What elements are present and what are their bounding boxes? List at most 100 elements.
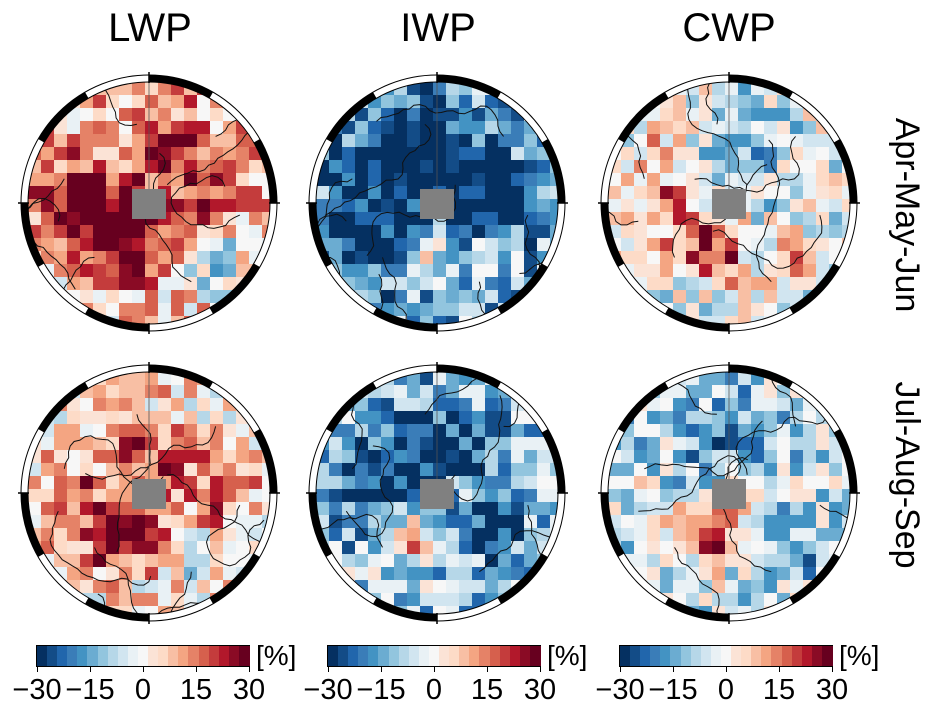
- anomaly-cell: [407, 199, 421, 213]
- anomaly-cell: [751, 277, 765, 291]
- anomaly-cell: [459, 147, 473, 161]
- colorbar-swatch: [148, 646, 159, 666]
- anomaly-cell: [777, 398, 791, 412]
- anomaly-cell: [699, 147, 713, 161]
- anomaly-cell: [119, 528, 133, 542]
- anomaly-cell: [498, 502, 512, 516]
- anomaly-cell: [842, 173, 850, 187]
- anomaly-cell: [329, 251, 343, 265]
- anomaly-cell: [93, 238, 107, 252]
- anomaly-cell: [472, 489, 486, 503]
- anomaly-cell: [355, 212, 369, 226]
- anomaly-cell: [407, 515, 421, 529]
- coastline: [720, 456, 772, 573]
- anomaly-cell: [634, 528, 648, 542]
- anomaly-cell: [446, 437, 460, 451]
- anomaly-cell: [329, 437, 343, 451]
- anomaly-cell: [660, 290, 674, 304]
- frame-segment: [85, 307, 150, 331]
- anomaly-cell: [249, 225, 263, 239]
- anomaly-cell: [368, 515, 382, 529]
- anomaly-cell: [524, 225, 538, 239]
- anomaly-cell: [197, 411, 211, 425]
- anomaly-cell: [647, 463, 661, 477]
- anomaly-cell: [67, 186, 81, 200]
- anomaly-cell: [511, 121, 525, 135]
- anomaly-cell: [472, 173, 486, 187]
- anomaly-cell: [829, 476, 843, 490]
- anomaly-cell: [660, 225, 674, 239]
- anomaly-cell: [498, 225, 512, 239]
- anomaly-cell: [634, 541, 648, 555]
- anomaly-cell: [158, 385, 172, 399]
- anomaly-cell: [368, 225, 382, 239]
- anomaly-cell: [699, 212, 713, 226]
- anomaly-cell: [171, 134, 185, 148]
- anomaly-cell: [751, 554, 765, 568]
- anomaly-cell: [316, 476, 330, 490]
- anomaly-cell: [660, 186, 674, 200]
- coastline: [28, 197, 61, 288]
- anomaly-cell: [673, 437, 687, 451]
- anomaly-cell: [790, 567, 804, 581]
- anomaly-cell: [485, 541, 499, 555]
- anomaly-cell: [132, 385, 146, 399]
- anomaly-cell: [368, 251, 382, 265]
- anomaly-cell: [394, 212, 408, 226]
- anomaly-cell: [699, 199, 713, 213]
- anomaly-cell: [80, 108, 94, 122]
- anomaly-cell: [621, 160, 635, 174]
- anomaly-cell: [171, 515, 185, 529]
- anomaly-cell: [355, 82, 369, 96]
- anomaly-cell: [712, 303, 726, 317]
- anomaly-cell: [764, 108, 778, 122]
- colorbar-swatch: [479, 646, 491, 666]
- anomaly-cell: [184, 290, 198, 304]
- anomaly-cell: [93, 95, 107, 109]
- anomaly-cell: [764, 450, 778, 464]
- anomaly-cell: [67, 173, 81, 187]
- anomaly-cell: [537, 212, 551, 226]
- anomaly-cell: [712, 554, 726, 568]
- anomaly-cell: [93, 476, 107, 490]
- anomaly-cell: [485, 290, 499, 304]
- anomaly-cell: [106, 121, 120, 135]
- anomaly-cell: [420, 95, 434, 109]
- anomaly-cell: [54, 489, 68, 503]
- anomaly-cell: [738, 580, 752, 594]
- colorbar-swatch: [489, 646, 501, 666]
- anomaly-cell: [342, 463, 356, 477]
- anomaly-cell: [132, 277, 146, 291]
- anomaly-cell: [184, 108, 198, 122]
- anomaly-cell: [158, 593, 172, 607]
- anomaly-cell: [472, 450, 486, 464]
- anomaly-cell: [41, 450, 55, 464]
- anomaly-cell: [485, 264, 499, 278]
- anomaly-cell: [249, 173, 263, 187]
- anomaly-cell: [446, 424, 460, 438]
- anomaly-cell: [777, 95, 791, 109]
- anomaly-cell: [158, 372, 172, 386]
- anomaly-cell: [472, 554, 486, 568]
- coastline: [215, 82, 270, 137]
- anomaly-cell: [738, 567, 752, 581]
- anomaly-cell: [119, 437, 133, 451]
- anomaly-cell: [764, 238, 778, 252]
- anomaly-cell: [524, 264, 538, 278]
- anomaly-cell: [80, 541, 94, 555]
- anomaly-cell: [751, 186, 765, 200]
- anomaly-cell: [145, 316, 159, 324]
- anomaly-cell: [67, 541, 81, 555]
- anomaly-cell: [498, 251, 512, 265]
- anomaly-cell: [790, 160, 804, 174]
- anomaly-cell: [41, 437, 55, 451]
- anomaly-cell: [355, 476, 369, 490]
- anomaly-cell: [420, 541, 434, 555]
- anomaly-cell: [673, 134, 687, 148]
- anomaly-cell: [420, 593, 434, 607]
- anomaly-cell: [621, 173, 635, 187]
- frame-segment: [85, 597, 150, 621]
- anomaly-cell: [171, 212, 185, 226]
- anomaly-cell: [686, 398, 700, 412]
- coastline: [819, 459, 850, 522]
